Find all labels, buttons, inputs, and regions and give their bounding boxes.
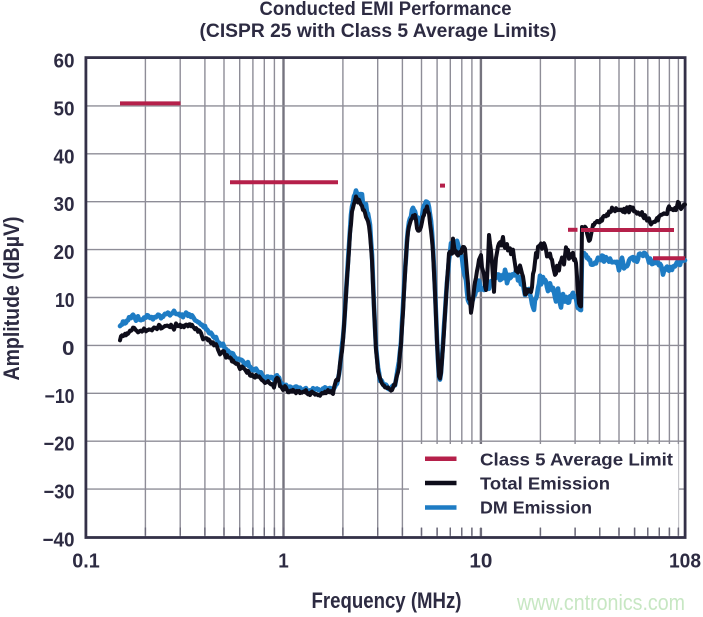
svg-text:40: 40 <box>54 146 75 168</box>
svg-text:1: 1 <box>278 551 289 573</box>
svg-text:Frequency (MHz): Frequency (MHz) <box>312 588 462 613</box>
svg-text:10: 10 <box>469 551 492 573</box>
svg-text:(CISPR 25 with Class 5 Average: (CISPR 25 with Class 5 Average Limits) <box>200 21 557 42</box>
svg-text:DM Emission: DM Emission <box>480 498 592 518</box>
svg-text:−40: −40 <box>43 530 75 552</box>
svg-text:Total Emission: Total Emission <box>480 474 610 494</box>
svg-text:Conducted EMI Performance: Conducted EMI Performance <box>260 0 512 20</box>
svg-text:50: 50 <box>54 98 75 120</box>
svg-text:10: 10 <box>55 290 75 312</box>
svg-text:0.1: 0.1 <box>72 551 100 573</box>
svg-text:0: 0 <box>62 338 75 360</box>
svg-text:www.cntronics.com: www.cntronics.com <box>516 590 685 615</box>
svg-text:20: 20 <box>54 242 75 264</box>
svg-text:Amplitude (dBµV): Amplitude (dBµV) <box>0 217 24 381</box>
svg-text:−30: −30 <box>44 482 75 504</box>
svg-text:108: 108 <box>669 551 701 573</box>
svg-text:−10: −10 <box>45 386 75 408</box>
svg-text:30: 30 <box>54 194 75 216</box>
svg-text:Class 5 Average Limit: Class 5 Average Limit <box>480 450 673 470</box>
svg-text:60: 60 <box>54 51 75 73</box>
svg-text:−20: −20 <box>44 434 75 456</box>
